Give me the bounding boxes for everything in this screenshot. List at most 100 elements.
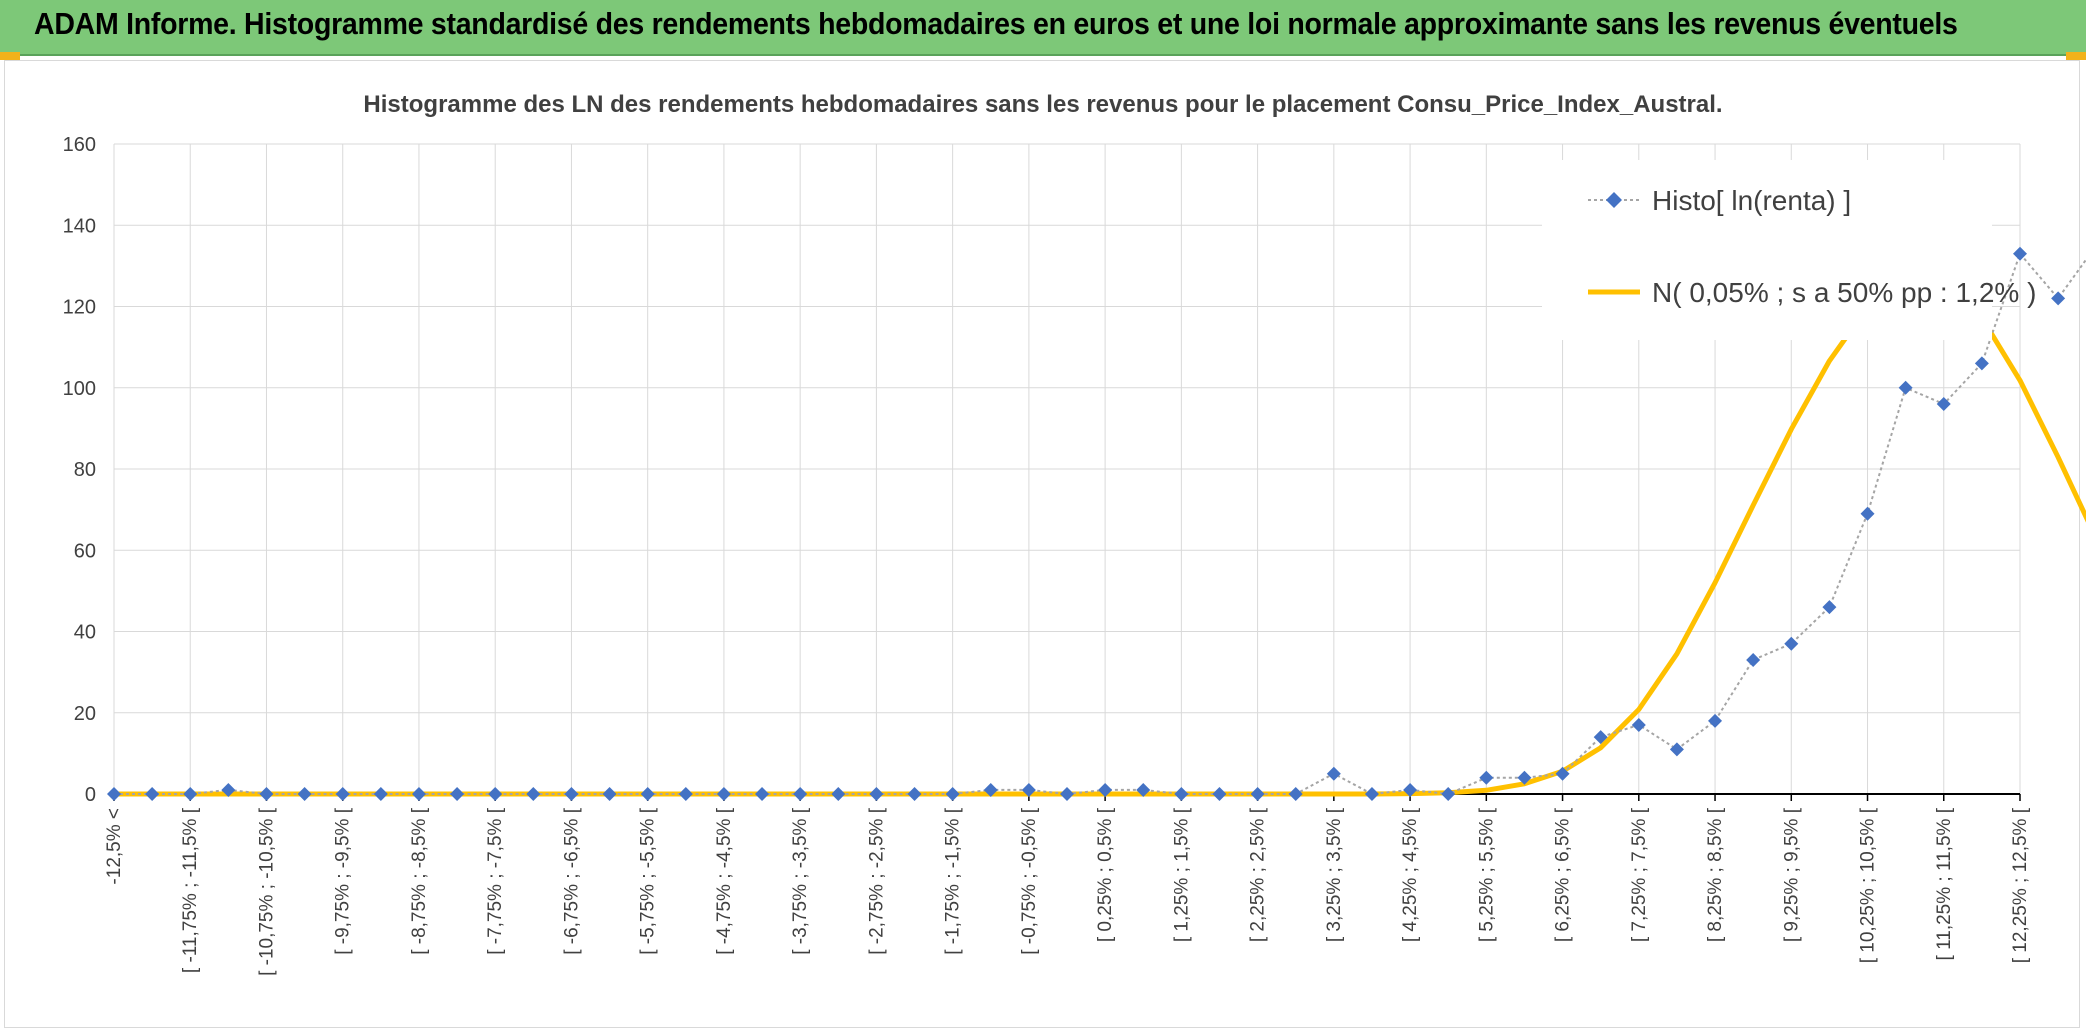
histo-point	[983, 782, 998, 797]
y-tick-label: 80	[74, 459, 96, 481]
legend-background	[1542, 160, 1992, 340]
chart-title: Histogramme des LN des rendements hebdom…	[363, 91, 1722, 118]
legend-normal-label: N( 0,05% ; s a 50% pp : 1,2% )	[1652, 277, 2036, 308]
histo-point	[755, 787, 770, 801]
x-tick-label: [ -4,75% ; -4,5% [	[714, 807, 735, 955]
histo-point	[373, 787, 388, 801]
x-axis-tick-labels: -12,5% < [ -11,75% ; -11,5% [ [ -10,75% ; …	[104, 794, 2031, 976]
y-tick-label: 60	[74, 540, 96, 562]
histo-point	[1631, 717, 1646, 732]
x-tick-label: [ 10,25% ; 10,5% [	[1858, 807, 1879, 963]
histo-point	[1517, 770, 1532, 785]
histo-point	[1708, 713, 1723, 728]
histo-point	[526, 787, 541, 801]
report-title: ADAM Informe. Histogramme standardisé de…	[34, 6, 1958, 41]
histo-point	[1898, 380, 1913, 395]
histo-point	[907, 787, 922, 801]
histo-point	[716, 787, 731, 801]
histo-point	[1250, 787, 1265, 801]
histo-point	[1021, 782, 1036, 797]
x-tick-label: [ -11,75% ; -11,5% [	[180, 807, 201, 973]
x-tick-label: [ -10,75% ; -10,5% [	[256, 807, 277, 976]
histo-point	[488, 787, 503, 801]
y-tick-label: 120	[63, 297, 96, 319]
histo-point	[1593, 730, 1608, 745]
legend-histo-label: Histo[ ln(renta) ]	[1652, 185, 1851, 216]
corner-accent-left	[0, 52, 20, 60]
histo-point	[1364, 787, 1379, 801]
histo-point	[564, 787, 579, 801]
x-tick-label: [ -6,75% ; -6,5% [	[561, 807, 582, 955]
histo-point	[2051, 291, 2066, 306]
histo-point	[411, 787, 426, 801]
x-tick-label: [ -1,75% ; -1,5% [	[943, 807, 964, 955]
histo-point	[1784, 636, 1799, 651]
legend-histo-marker	[1606, 192, 1622, 208]
histo-point	[1860, 506, 1875, 521]
histo-point	[869, 787, 884, 801]
y-tick-label: 100	[63, 378, 96, 400]
x-tick-label: [ -3,75% ; -3,5% [	[790, 807, 811, 955]
histo-point	[335, 787, 350, 801]
histo-point	[1060, 787, 1074, 801]
histo-point	[450, 787, 465, 801]
histo-point	[1479, 770, 1494, 785]
y-axis-ticks: 0 20 40 60 80 100 120 140 160	[63, 134, 96, 806]
x-tick-label: [ 6,25% ; 6,5% [	[1553, 807, 1574, 942]
x-tick-label: [ -9,75% ; -9,5% [	[333, 807, 354, 955]
x-tick-label: [ 4,25% ; 4,5% [	[1400, 807, 1421, 942]
x-tick-label: [ 2,25% ; 2,5% [	[1248, 807, 1269, 942]
x-tick-label: [ 9,25% ; 9,5% [	[1781, 807, 1802, 942]
report-banner: ADAM Informe. Histogramme standardisé de…	[0, 0, 2086, 56]
histo-point	[1136, 782, 1151, 797]
x-tick-label: [ 5,25% ; 5,5% [	[1476, 807, 1497, 942]
histo-point	[793, 787, 808, 801]
chart-legend: Histo[ ln(renta) ] N( 0,05% ; s a 50% pp …	[1542, 160, 2036, 340]
x-tick-label: [ 11,25% ; 11,5% [	[1934, 807, 1955, 960]
x-tick-label: [ -2,75% ; -2,5% [	[866, 807, 887, 955]
histo-point	[1098, 782, 1113, 797]
corner-accent-right	[2066, 52, 2086, 60]
histo-point	[1936, 397, 1951, 411]
y-tick-label: 0	[85, 784, 96, 806]
histo-point	[1746, 652, 1761, 667]
x-tick-label: [ 12,25% ; 12,5% [	[2010, 807, 2031, 963]
histo-point	[107, 787, 121, 801]
histo-point	[297, 787, 312, 801]
y-tick-label: 40	[74, 622, 96, 644]
chart-frame	[4, 60, 2080, 1028]
x-tick-label: [ -5,75% ; -5,5% [	[638, 807, 659, 955]
histo-point	[1212, 787, 1227, 801]
y-tick-label: 160	[63, 134, 96, 156]
histo-point	[259, 787, 274, 801]
x-tick-label: [ 3,25% ; 3,5% [	[1324, 807, 1345, 942]
histo-point	[1669, 742, 1684, 757]
histo-point	[183, 787, 198, 801]
y-tick-label: 20	[74, 703, 96, 725]
histo-point	[678, 787, 693, 801]
histogram-series	[107, 246, 2086, 801]
histo-point	[1441, 787, 1456, 801]
histo-point	[1326, 766, 1341, 781]
grid-lines	[113, 143, 2021, 795]
histo-point	[1555, 766, 1570, 781]
histo-point	[1174, 787, 1189, 801]
histo-point	[1822, 600, 1837, 615]
histo-point	[945, 787, 960, 801]
x-tick-label: [ 8,25% ; 8,5% [	[1705, 807, 1726, 942]
normal-curve-line	[114, 274, 2086, 797]
x-tick-label: [ 7,25% ; 7,5% [	[1629, 807, 1650, 942]
y-tick-label: 140	[63, 215, 96, 237]
x-tick-label: [ 1,25% ; 1,5% [	[1171, 807, 1192, 942]
x-tick-label: [ -0,75% ; -0,5% [	[1019, 807, 1040, 955]
x-tick-label: [ -8,75% ; -8,5% [	[409, 807, 430, 955]
histo-point	[602, 787, 617, 801]
histo-point	[145, 787, 160, 801]
histo-point	[2013, 246, 2027, 261]
histo-point	[1288, 787, 1303, 801]
histo-point	[1974, 356, 1989, 371]
histo-point	[640, 787, 655, 801]
normal-curve-series	[114, 274, 2086, 797]
x-tick-label: -12,5% <	[104, 808, 125, 885]
